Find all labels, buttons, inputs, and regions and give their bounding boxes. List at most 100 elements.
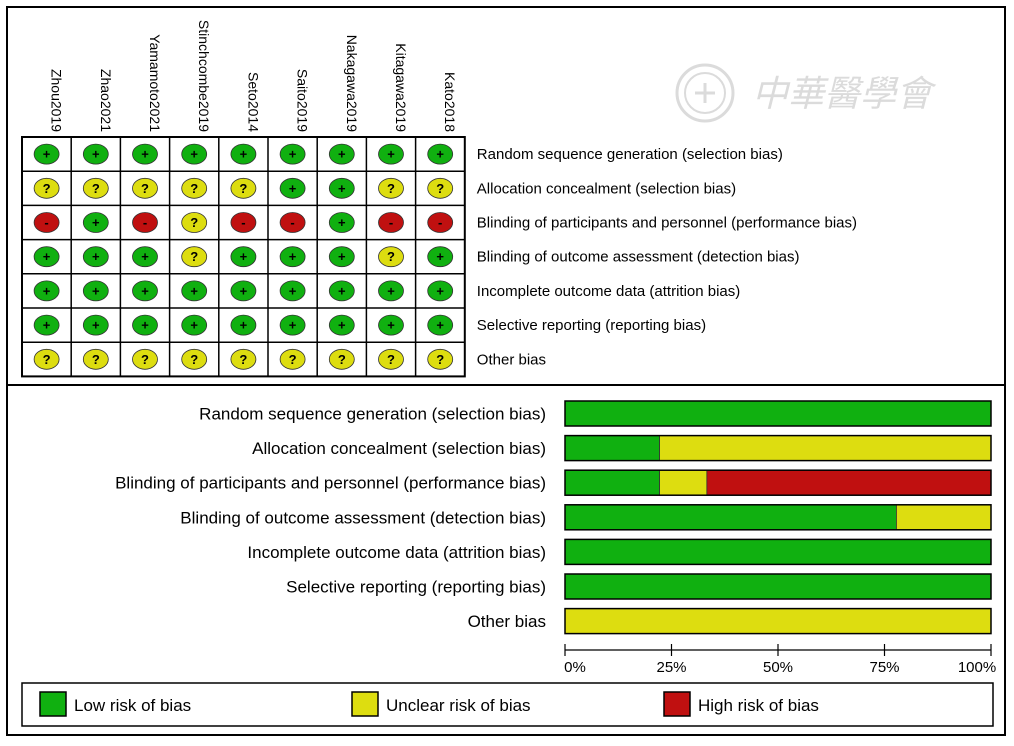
- watermark-text: 中華醫學會: [752, 73, 937, 114]
- judgement-marker: [378, 280, 404, 302]
- judgement-marker: [378, 177, 404, 199]
- judgement-symbol: +: [338, 318, 346, 333]
- domain-label: Blinding of participants and personnel (…: [477, 215, 857, 232]
- domain-label: Selective reporting (reporting bias): [477, 317, 706, 334]
- bar-segment-low: [564, 573, 992, 600]
- judgement-symbol: +: [387, 318, 395, 333]
- risk-of-bias-graph: Random sequence generation (selection bi…: [115, 400, 996, 676]
- domain-label: Incomplete outcome data (attrition bias): [477, 283, 740, 300]
- judgement-symbol: -: [389, 215, 393, 230]
- judgement-marker: [132, 212, 158, 233]
- study-label: Nakagawa2019: [344, 35, 360, 133]
- judgement-symbol: -: [438, 215, 442, 230]
- judgement-symbol: +: [92, 215, 100, 230]
- study-label: Kitagawa2019: [393, 43, 409, 132]
- judgement-symbol: +: [289, 249, 297, 264]
- judgement-symbol: ?: [92, 352, 100, 367]
- legend-label: High risk of bias: [698, 696, 819, 715]
- judgement-symbol: +: [190, 147, 198, 162]
- risk-of-bias-summary-grid: Zhou2019 Zhao2021 Yamamoto2021 Stinchcombe2…: [21, 20, 857, 378]
- study-label: Saito2019: [295, 69, 311, 132]
- x-tick-label: 100%: [958, 659, 996, 676]
- bar-segment-high: [706, 469, 992, 496]
- judgement-marker: [328, 177, 355, 199]
- judgement-symbol: +: [190, 283, 198, 298]
- bar-segment-low: [564, 435, 660, 462]
- domain-label: Random sequence generation (selection bi…: [477, 146, 783, 163]
- judgement-symbol: +: [92, 147, 100, 162]
- judgement-marker: [378, 143, 404, 165]
- bar-segment-low: [564, 400, 992, 427]
- judgement-marker: [132, 348, 158, 370]
- judgement-symbol: +: [289, 318, 297, 333]
- bar-outline: [564, 469, 992, 496]
- judgement-symbol: +: [92, 283, 100, 298]
- judgement-marker: [427, 280, 454, 302]
- bar-segment-low: [564, 504, 897, 531]
- judgement-marker: [82, 246, 109, 268]
- judgement-marker: [82, 177, 109, 199]
- bar-segment-unclear: [659, 435, 992, 462]
- judgement-marker: [279, 246, 306, 268]
- bar-segment-unclear: [564, 608, 992, 634]
- judgement-symbol: +: [141, 147, 149, 162]
- bar-category-label: Blinding of outcome assessment (detectio…: [180, 508, 546, 527]
- seal-icon: [675, 63, 735, 123]
- bar-outline: [564, 538, 992, 566]
- judgement-marker: [328, 314, 355, 336]
- bar-category-label: Allocation concealment (selection bias): [252, 439, 546, 458]
- judgement-symbol: +: [436, 249, 444, 264]
- judgement-symbol: ?: [43, 181, 51, 196]
- judgement-marker: [181, 246, 208, 268]
- watermark: 中華醫學會: [675, 63, 937, 123]
- judgement-symbol: +: [141, 249, 149, 264]
- judgement-symbol: +: [190, 318, 198, 333]
- judgement-marker: [230, 246, 257, 268]
- x-tick-label: 75%: [869, 659, 899, 676]
- judgement-marker: [132, 143, 158, 165]
- judgement-marker: [427, 246, 454, 268]
- judgement-symbol: ?: [387, 249, 395, 264]
- judgement-marker: [82, 348, 109, 370]
- judgement-symbol: ?: [141, 181, 149, 196]
- judgement-symbol: -: [44, 215, 48, 230]
- judgement-symbol: -: [241, 215, 245, 230]
- bar-category-label: Blinding of participants and personnel (…: [115, 474, 546, 493]
- legend-swatch-low: [39, 691, 67, 717]
- legend-swatch-high: [663, 691, 691, 717]
- legend-box: [21, 682, 994, 727]
- judgement-marker: [328, 212, 355, 233]
- judgement-symbol: +: [141, 283, 149, 298]
- judgement-marker: [230, 348, 257, 370]
- study-label: Yamamoto2021: [147, 34, 163, 132]
- judgement-symbol: +: [436, 318, 444, 333]
- judgement-symbol: +: [289, 181, 297, 196]
- domain-label: Other bias: [477, 351, 546, 368]
- judgement-symbol: +: [240, 249, 248, 264]
- judgement-symbol: +: [436, 283, 444, 298]
- judgement-marker: [33, 348, 60, 370]
- judgement-marker: [181, 177, 208, 199]
- judgement-marker: [427, 348, 454, 370]
- judgement-symbol: ?: [436, 181, 444, 196]
- legend-swatch-unclear: [351, 691, 379, 717]
- judgement-marker: [181, 212, 208, 233]
- judgement-marker: [427, 177, 454, 199]
- judgement-marker: [82, 314, 109, 336]
- judgement-symbol: +: [338, 147, 346, 162]
- bar-outline: [564, 573, 992, 600]
- judgement-marker: [33, 143, 60, 165]
- judgement-symbol: +: [338, 283, 346, 298]
- judgement-symbol: +: [92, 318, 100, 333]
- judgement-marker: [33, 212, 60, 233]
- judgement-marker: [279, 177, 306, 199]
- judgement-symbol: ?: [338, 352, 346, 367]
- judgement-marker: [132, 177, 158, 199]
- judgement-marker: [132, 246, 158, 268]
- judgement-symbol: +: [43, 318, 51, 333]
- judgement-symbol: +: [92, 249, 100, 264]
- judgement-marker: [328, 280, 355, 302]
- judgement-marker: [181, 314, 208, 336]
- judgement-symbol: -: [143, 215, 147, 230]
